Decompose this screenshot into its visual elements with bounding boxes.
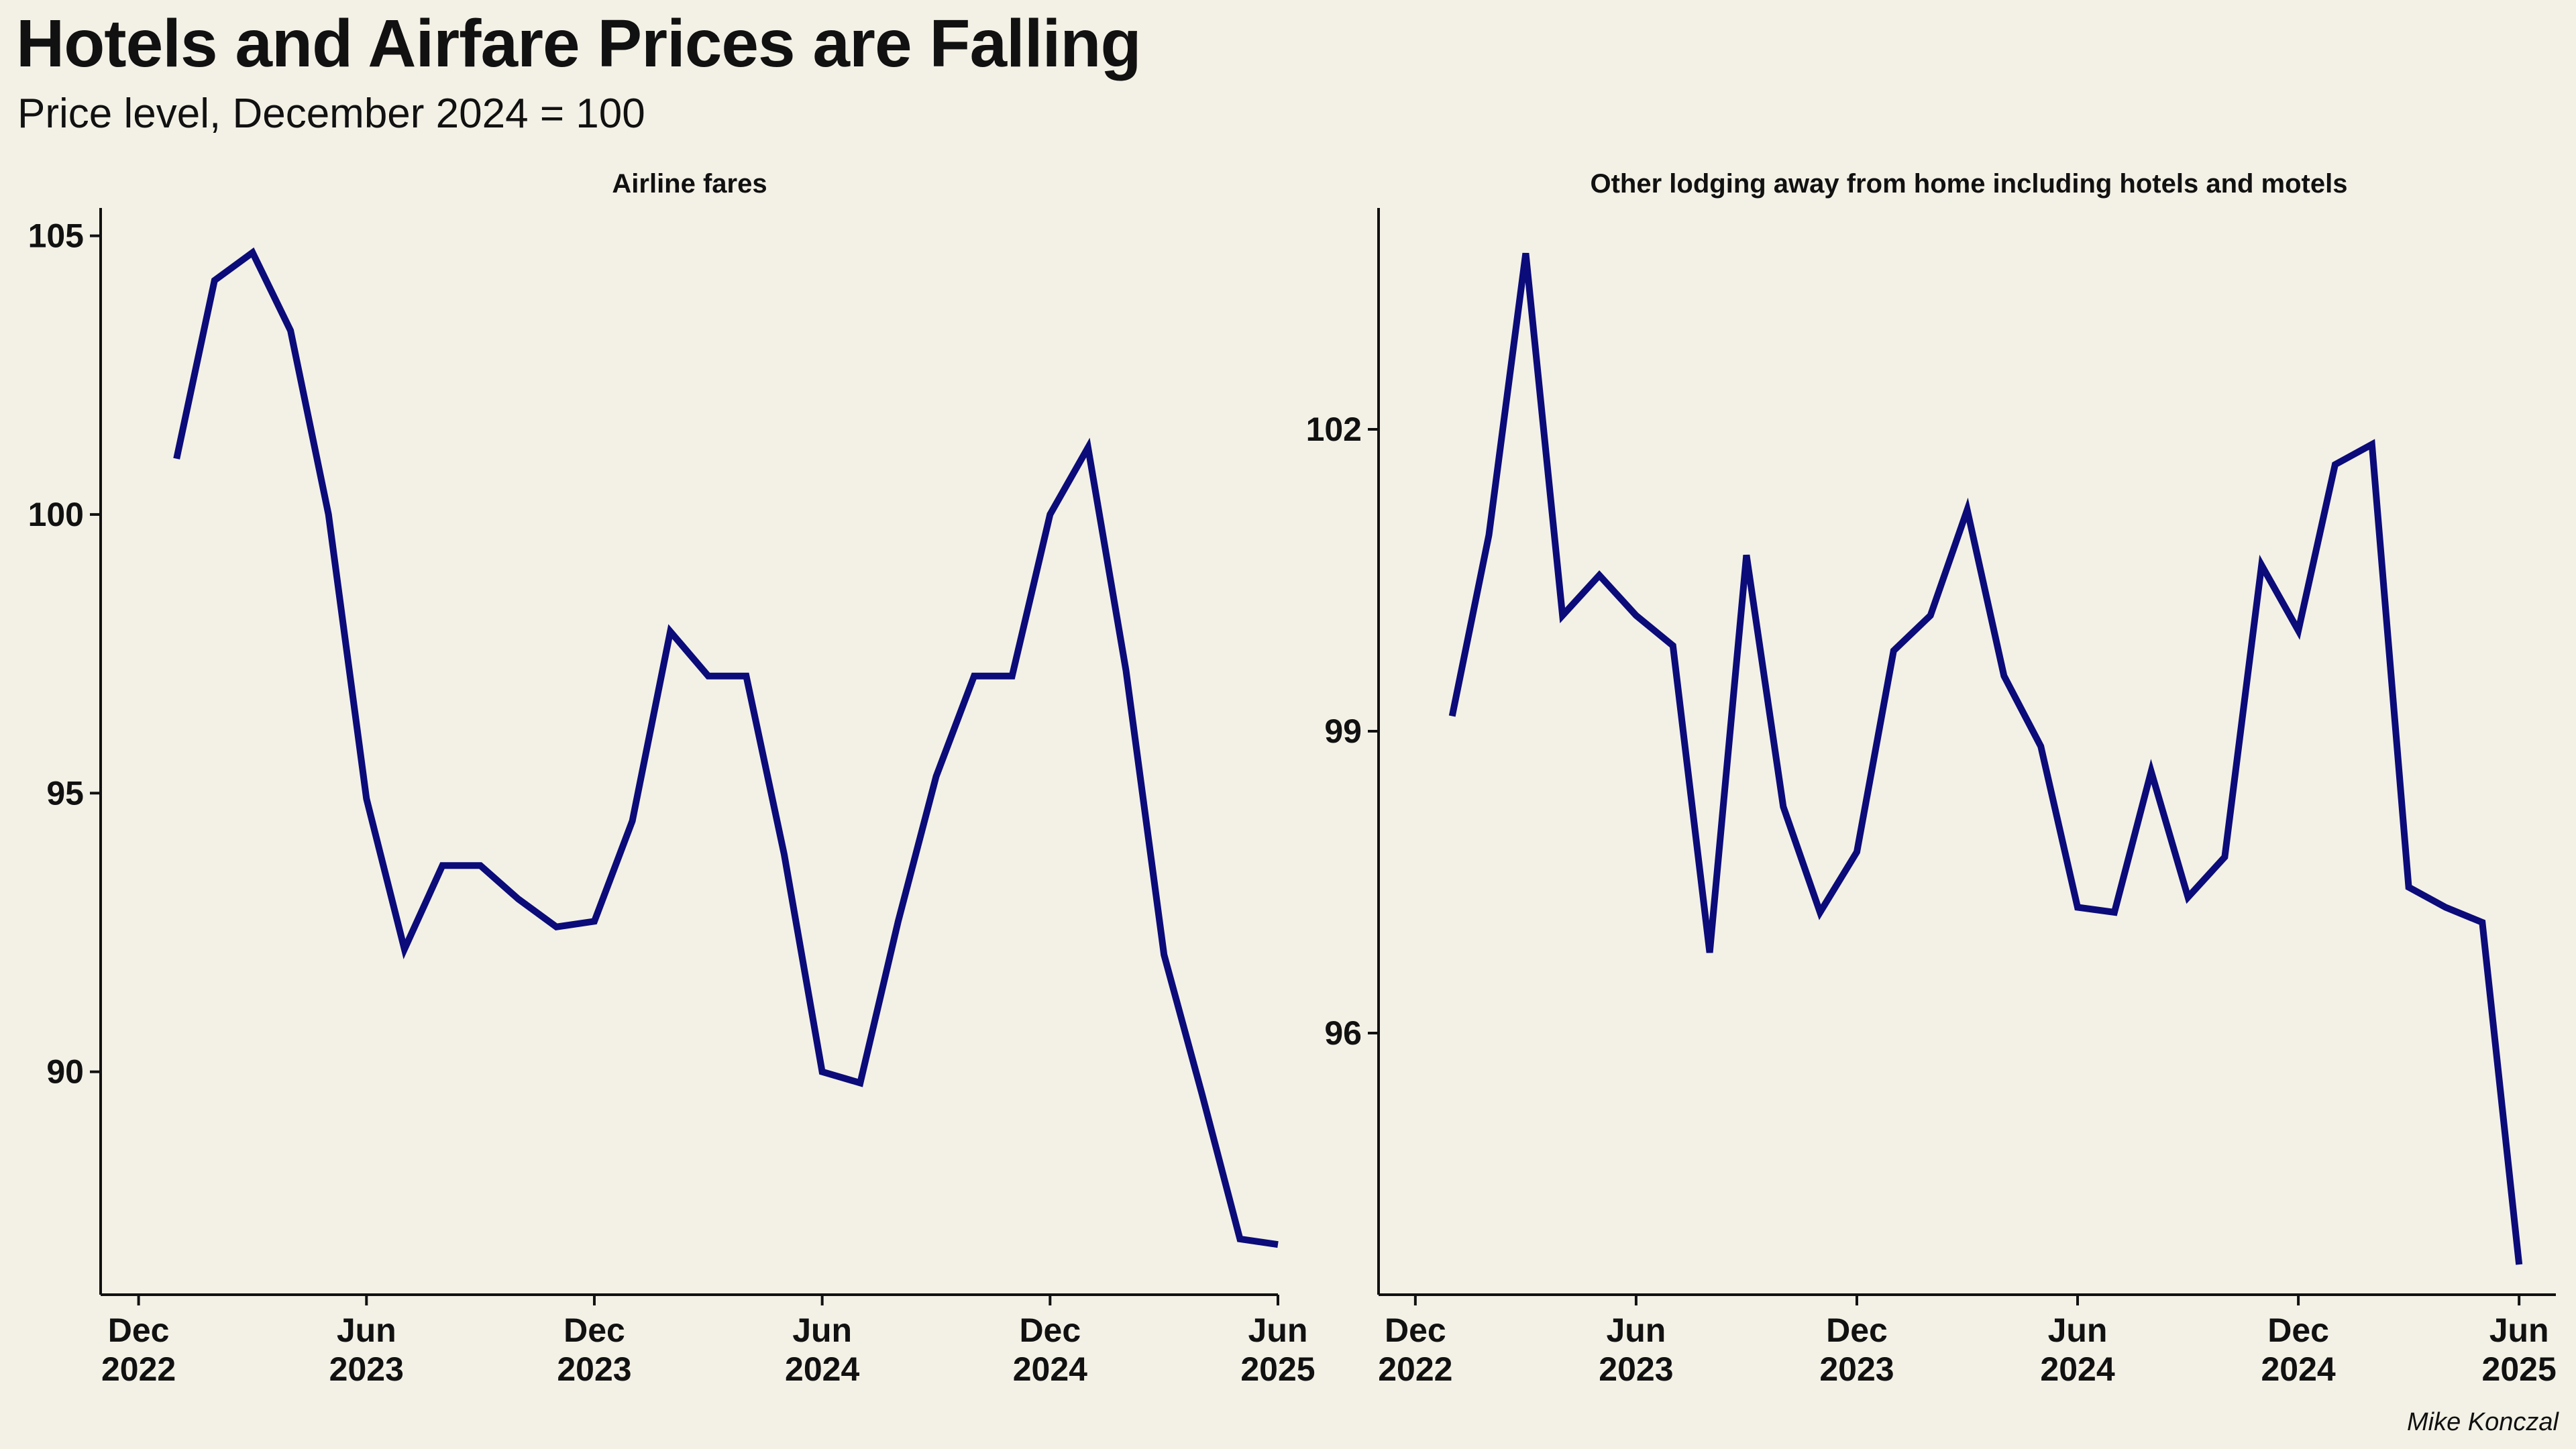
panel-title: Airline fares	[612, 169, 767, 199]
x-tick-label-year: 2023	[329, 1350, 404, 1388]
x-tick-label-year: 2022	[101, 1350, 176, 1388]
x-tick-label-month: Jun	[2489, 1311, 2549, 1349]
x-tick-label-month: Jun	[1606, 1311, 1666, 1349]
x-tick-label-year: 2024	[1013, 1350, 1087, 1388]
x-tick-label-month: Jun	[1248, 1311, 1308, 1349]
x-tick-label-month: Jun	[2048, 1311, 2108, 1349]
y-tick-label: 95	[46, 774, 84, 812]
y-tick-label: 105	[28, 217, 84, 255]
x-tick-label-year: 2024	[2261, 1350, 2335, 1388]
x-tick-label-month: Jun	[337, 1311, 396, 1349]
x-tick-label-year: 2022	[1378, 1350, 1452, 1388]
series-line	[173, 247, 1279, 1248]
panel-2: Other lodging away from home including h…	[1306, 169, 2557, 1388]
x-tick-label-month: Dec	[108, 1311, 170, 1349]
chart-subtitle: Price level, December 2024 = 100	[17, 91, 645, 137]
x-tick-label-month: Jun	[792, 1311, 852, 1349]
chart-title: Hotels and Airfare Prices are Falling	[16, 6, 1142, 81]
x-tick-label-year: 2023	[1819, 1350, 1894, 1388]
panel-title: Other lodging away from home including h…	[1591, 169, 2348, 199]
x-tick-label-year: 2023	[1599, 1350, 1673, 1388]
x-tick-label-month: Dec	[564, 1311, 625, 1349]
x-tick-label-month: Dec	[1826, 1311, 1888, 1349]
y-tick-label: 99	[1324, 712, 1362, 750]
y-tick-label: 96	[1324, 1014, 1362, 1052]
x-tick-label-month: Dec	[1019, 1311, 1081, 1349]
author-credit: Mike Konczal	[2407, 1408, 2559, 1436]
x-tick-label-year: 2024	[785, 1350, 859, 1388]
panel-1: Airline fares9095100105Dec2022Jun2023Dec…	[28, 169, 1316, 1388]
x-tick-label-month: Dec	[1385, 1311, 1446, 1349]
y-tick-label: 100	[28, 496, 84, 533]
series-line	[1448, 252, 2523, 1265]
x-tick-label-year: 2025	[1240, 1350, 1315, 1388]
x-tick-label-year: 2025	[2482, 1350, 2557, 1388]
x-tick-label-year: 2023	[557, 1350, 631, 1388]
y-tick-label: 90	[46, 1053, 84, 1091]
x-tick-label-month: Dec	[2267, 1311, 2329, 1349]
y-tick-label: 102	[1306, 411, 1362, 448]
x-tick-label-year: 2024	[2040, 1350, 2114, 1388]
